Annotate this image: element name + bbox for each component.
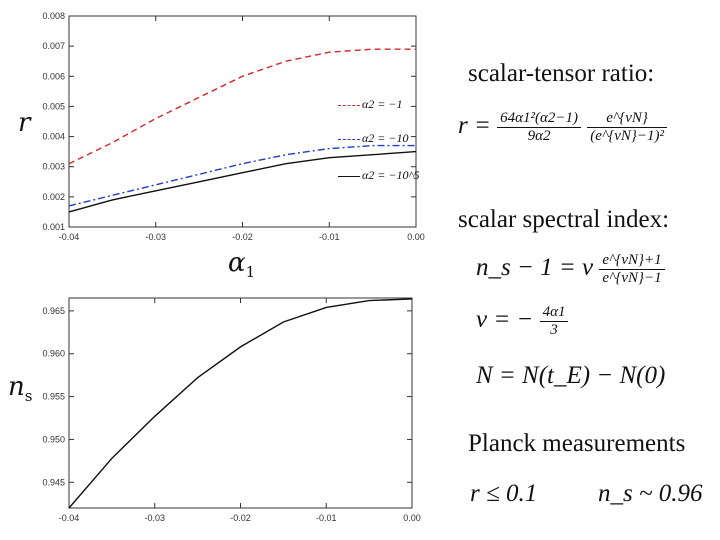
planck-ns-value: n_s ~ 0.96 xyxy=(598,480,703,507)
y-tick-label: 0.965 xyxy=(42,306,65,316)
y-tick-label: 0.002 xyxy=(42,192,65,202)
y-tick-label: 0.005 xyxy=(42,101,65,111)
N-equation: N = N(t_E) − N(0) xyxy=(476,362,666,389)
spectral-index-heading: scalar spectral index: xyxy=(458,206,670,233)
legend-swatch xyxy=(338,104,360,106)
ns-fraction: e^{νN}+1 e^{νN}−1 xyxy=(599,252,665,287)
x-tick-label: -0.02 xyxy=(230,513,251,523)
y-tick-label: 0.960 xyxy=(42,349,65,359)
x-tick-label: -0.01 xyxy=(319,232,340,242)
x-tick-label: 0.00 xyxy=(407,232,425,242)
x-tick-label: -0.03 xyxy=(144,513,165,523)
series-line-1-3 xyxy=(68,150,417,213)
y-tick-label: 0.004 xyxy=(42,132,65,142)
legend-item-alpha2-10: α2 = −10 xyxy=(338,131,409,146)
r-fraction-2: e^{νN} (e^{νN}−1)² xyxy=(587,110,667,145)
nu-equation: ν = − 4α1 3 xyxy=(476,304,569,339)
y-tick-label: 0.001 xyxy=(42,222,65,232)
r-axis-label: r xyxy=(18,108,31,138)
x-tick-label: -0.02 xyxy=(232,232,253,242)
nu-fraction: 4α1 3 xyxy=(539,304,569,339)
x-tick-label: -0.04 xyxy=(59,232,80,242)
ns-equation: n_s − 1 = ν e^{νN}+1 e^{νN}−1 xyxy=(476,252,665,287)
x-tick-label: 0.00 xyxy=(403,513,421,523)
y-tick-label: 0.008 xyxy=(42,11,65,21)
plot-frame xyxy=(68,297,413,509)
plot-frame xyxy=(68,15,417,228)
r-fraction-1: 64α1²(α2−1) 9α2 xyxy=(497,110,581,145)
series-line-1-1 xyxy=(68,48,416,165)
planck-r-value: r ≤ 0.1 xyxy=(470,480,538,507)
y-tick-label: 0.945 xyxy=(42,477,65,487)
r-equation: r = 64α1²(α2−1) 9α2 e^{νN} (e^{νN}−1)² xyxy=(458,110,667,145)
scalar-tensor-heading: scalar-tensor ratio: xyxy=(468,60,655,87)
y-tick-label: 0.006 xyxy=(42,71,65,81)
planck-heading: Planck measurements xyxy=(468,430,686,457)
y-tick-label: 0.003 xyxy=(42,162,65,172)
y-tick-label: 0.007 xyxy=(42,41,65,51)
series-line-1-2 xyxy=(68,144,416,207)
y-tick-label: 0.950 xyxy=(42,434,65,444)
legend-swatch xyxy=(338,138,360,140)
legend-item-alpha2-1e5: α2 = −10^5 xyxy=(338,168,420,183)
alpha1-axis-label: α1 xyxy=(228,248,256,282)
x-tick-label: -0.04 xyxy=(59,513,80,523)
y-tick-label: 0.955 xyxy=(42,392,65,402)
legend-item-alpha2-1: α2 = −1 xyxy=(338,97,403,112)
series-line-2-1 xyxy=(68,298,413,509)
legend-swatch xyxy=(338,175,360,177)
x-tick-label: -0.03 xyxy=(145,232,166,242)
ns-axis-label: ns xyxy=(8,372,33,406)
x-tick-label: -0.01 xyxy=(316,513,337,523)
